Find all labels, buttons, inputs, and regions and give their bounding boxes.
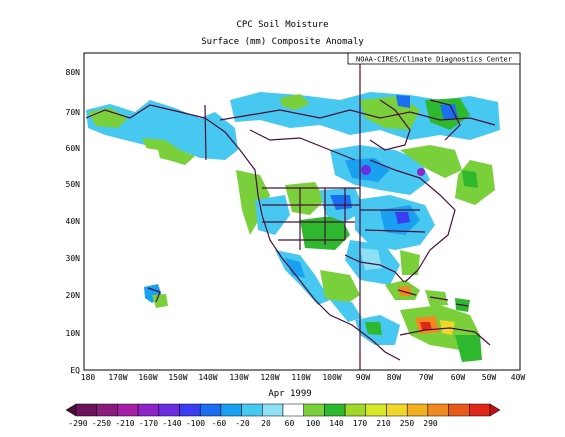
period-label: Apr 1999 [268, 389, 311, 399]
colorbar-swatch [489, 403, 501, 417]
colorbar-swatch [344, 403, 367, 417]
colorbar-label: -170 [139, 419, 158, 428]
colorbar-swatch [262, 403, 284, 417]
x-tick-label: 60W [451, 373, 466, 382]
x-tick-label: 140W [198, 373, 217, 382]
colorbar-label: 100 [306, 419, 321, 428]
colorbar-swatch [117, 403, 139, 417]
x-tick-label: 70W [419, 373, 434, 382]
colorbar-label: -290 [68, 419, 87, 428]
y-tick-label: 80N [66, 68, 81, 77]
x-tick-label: 120W [260, 373, 279, 382]
colorbar-label: -60 [212, 419, 227, 428]
coastlines [85, 60, 496, 370]
y-tick-label: 60N [66, 144, 81, 153]
colorbar-label: -100 [186, 419, 205, 428]
y-tick-label: 30N [66, 254, 81, 263]
chart-title: CPC Soil Moisture [236, 20, 329, 30]
colorbar-label: 290 [423, 419, 438, 428]
plot-frame [83, 52, 521, 371]
y-tick-label: 40N [66, 217, 81, 226]
x-tick-label: 90W [356, 373, 371, 382]
colorbar-label: 60 [285, 419, 295, 428]
colorbar-swatch [386, 403, 408, 417]
credit-label: NOAA-CIRES/Climate Diagnostics Center [356, 56, 512, 64]
colorbar [65, 403, 501, 417]
colorbar-label: 20 [261, 419, 271, 428]
colorbar-label: 210 [376, 419, 391, 428]
x-axis: 180 170W 160W 150W 140W 130W 120W 110W 1… [81, 373, 526, 382]
colorbar-swatch [220, 403, 242, 417]
colorbar-label: 140 [329, 419, 344, 428]
colorbar-swatch [365, 403, 387, 417]
anomaly-fill [86, 92, 500, 362]
colorbar-swatch [75, 403, 97, 417]
colorbar-swatch [199, 403, 222, 417]
colorbar-swatch [137, 403, 160, 417]
x-tick-label: 40W [511, 373, 526, 382]
colorbar-swatch [158, 403, 180, 417]
colorbar-swatch [469, 403, 491, 417]
colorbar-label: 170 [353, 419, 368, 428]
y-tick-label: 10N [66, 329, 81, 338]
y-tick-label: 20N [66, 291, 81, 300]
colorbar-label: -140 [162, 419, 181, 428]
colorbar-swatch [65, 403, 77, 417]
colorbar-swatch [179, 403, 201, 417]
colorbar-label: -20 [235, 419, 250, 428]
colorbar-swatch [303, 403, 325, 417]
colorbar-swatch [241, 403, 263, 417]
colorbar-swatch [406, 403, 429, 417]
x-tick-label: 110W [291, 373, 310, 382]
colorbar-swatch [427, 403, 449, 417]
x-tick-label: 100W [322, 373, 341, 382]
colorbar-swatch [448, 403, 470, 417]
x-tick-label: 150W [168, 373, 187, 382]
colorbar-swatch [324, 403, 346, 417]
x-tick-label: 80W [387, 373, 402, 382]
chart-subtitle: Surface (mm) Composite Anomaly [201, 37, 364, 47]
y-tick-label: 50N [66, 180, 81, 189]
x-tick-label: 180 [81, 373, 96, 382]
y-axis: 80N 70N 60N 50N 40N 30N 20N 10N EQ [66, 68, 81, 375]
x-tick-label: 170W [108, 373, 127, 382]
y-tick-label: EQ [70, 366, 80, 375]
colorbar-swatch [282, 403, 304, 417]
colorbar-label: -250 [92, 419, 111, 428]
colorbar-labels: -290 -250 -210 -170 -140 -100 -60 -20 20… [68, 419, 438, 428]
x-tick-label: 160W [138, 373, 157, 382]
x-tick-label: 130W [229, 373, 248, 382]
colorbar-swatch [96, 403, 118, 417]
colorbar-label: 250 [400, 419, 415, 428]
colorbar-label: -210 [115, 419, 134, 428]
y-tick-label: 70N [66, 108, 81, 117]
x-tick-label: 50W [482, 373, 497, 382]
